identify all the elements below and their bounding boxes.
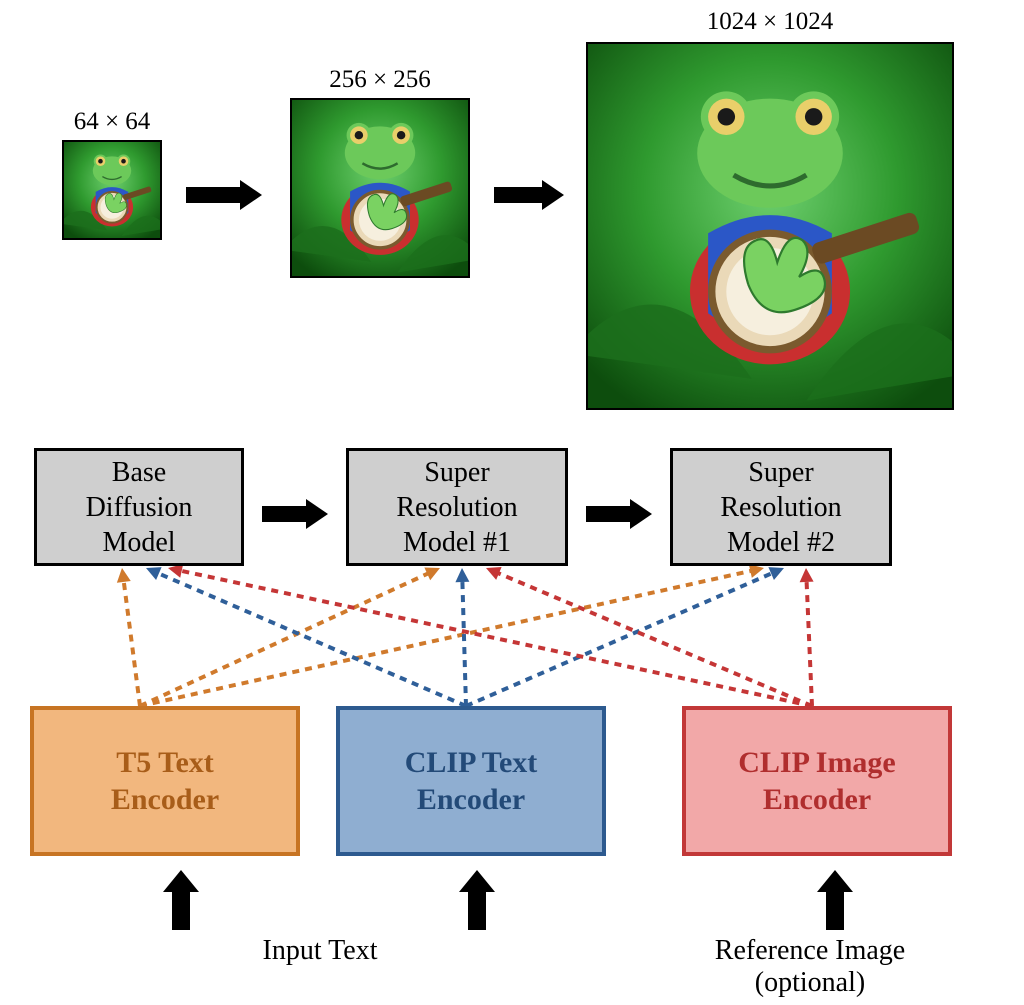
image-256 bbox=[290, 98, 470, 278]
box-clip-image-encoder: CLIP ImageEncoder bbox=[682, 706, 952, 856]
image-64 bbox=[62, 140, 162, 240]
image-1024 bbox=[586, 42, 954, 410]
box-sr2: SuperResolutionModel #2 bbox=[670, 448, 892, 566]
label-ref-image: Reference Image (optional) bbox=[670, 935, 950, 999]
box-base-text: BaseDiffusionModel bbox=[86, 455, 193, 560]
clip-img-text: CLIP ImageEncoder bbox=[738, 744, 896, 819]
clip-text-text: CLIP TextEncoder bbox=[405, 744, 538, 819]
box-sr1: SuperResolutionModel #1 bbox=[346, 448, 568, 566]
t5-text: T5 TextEncoder bbox=[111, 744, 219, 819]
label-64x64: 64 × 64 bbox=[62, 108, 162, 136]
arrow-up-input-1 bbox=[156, 870, 206, 930]
box-sr1-text: SuperResolutionModel #1 bbox=[396, 455, 517, 560]
label-ref-line2: (optional) bbox=[670, 967, 950, 999]
arrow-img-1 bbox=[186, 175, 262, 215]
label-256x256: 256 × 256 bbox=[320, 66, 440, 94]
arrow-mod-1 bbox=[262, 494, 328, 534]
box-clip-text-encoder: CLIP TextEncoder bbox=[336, 706, 606, 856]
arrow-up-input-2 bbox=[452, 870, 502, 930]
box-sr2-text: SuperResolutionModel #2 bbox=[720, 455, 841, 560]
label-ref-line1: Reference Image bbox=[670, 935, 950, 967]
box-t5-encoder: T5 TextEncoder bbox=[30, 706, 300, 856]
arrow-img-2 bbox=[494, 175, 564, 215]
arrow-mod-2 bbox=[586, 494, 652, 534]
arrow-up-ref bbox=[810, 870, 860, 930]
label-input-text: Input Text bbox=[200, 935, 440, 967]
label-1024x1024: 1024 × 1024 bbox=[690, 8, 850, 36]
box-base-diffusion: BaseDiffusionModel bbox=[34, 448, 244, 566]
